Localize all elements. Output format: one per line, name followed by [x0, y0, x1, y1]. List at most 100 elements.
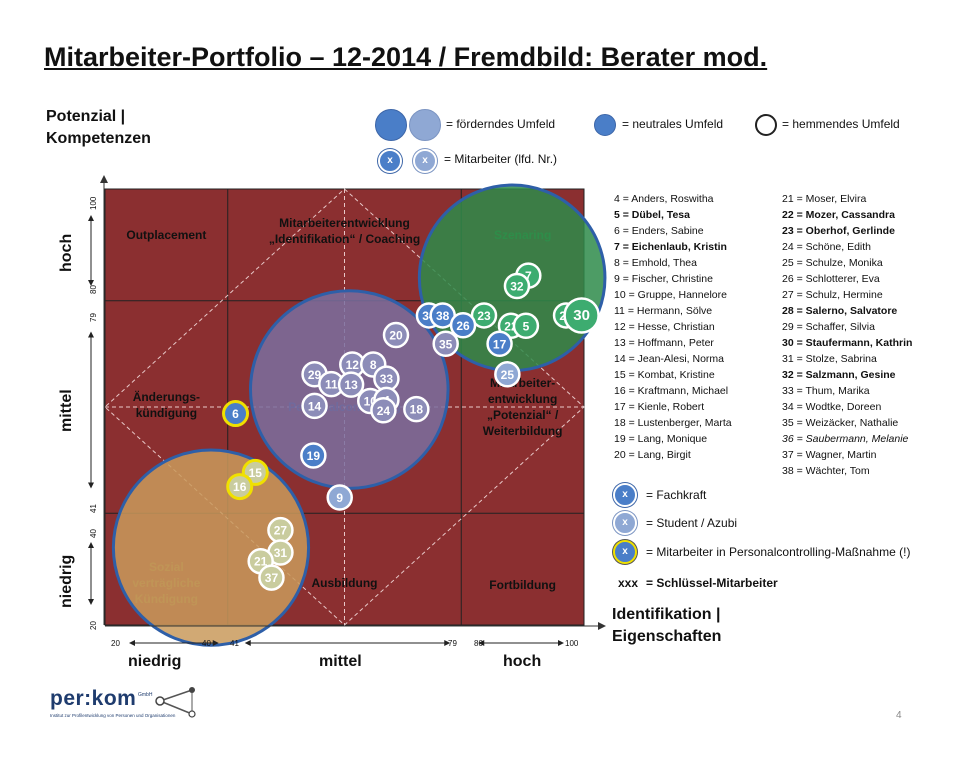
employee-point-circle [494, 361, 521, 388]
cell-label: Änderungs-kündigung [133, 389, 200, 420]
cell-label-line: Weiterbildung [483, 424, 563, 438]
employee-entry: 7 = Eichenlaub, Kristin [614, 241, 727, 253]
employee-point: 19 [300, 442, 327, 469]
employee-point: 24 [370, 397, 397, 424]
employee-point-label: 14 [308, 399, 322, 413]
employee-entry: 9 = Fischer, Christine [614, 273, 713, 285]
chart-axes [88, 175, 606, 646]
employee-entry: 34 = Wodtke, Doreen [782, 401, 882, 413]
employee-point: 25 [494, 361, 521, 388]
legend-neutrales-text: = neutrales Umfeld [622, 117, 724, 131]
logo-superscript: GmbH [138, 692, 153, 698]
employee-entry: 19 = Lang, Monique [614, 433, 708, 445]
y-band-arrow-mid-head-top [88, 331, 94, 338]
legend-bottom-massnahme-text: = Mitarbeiter in Personalcontrolling-Maß… [646, 545, 911, 559]
x-tick-41: 41 [230, 639, 239, 648]
legend-bottom-fachkraft-text: = Fachkraft [646, 488, 707, 502]
employee-point-label: 7 [525, 269, 532, 283]
employee-entry: 8 = Emhold, Thea [614, 257, 697, 269]
y-band-arrow-high-head-bottom [88, 280, 94, 286]
employee-point: 9 [326, 484, 353, 511]
y-band-arrow-low-head-bottom [88, 599, 94, 605]
employee-entry: 5 = Dübel, Tesa [614, 209, 690, 221]
legend-bottom-student-marker: x [613, 511, 637, 535]
employee-point: 29 [301, 361, 328, 388]
employee-point: 13 [337, 371, 365, 398]
page-title: Mitarbeiter-Portfolio – 12-2014 / Fremdb… [44, 42, 768, 72]
employee-point-label: 8 [370, 358, 377, 372]
employee-entry: 37 = Wagner, Martin [782, 449, 877, 461]
employee-point-label: 21 [254, 555, 268, 569]
y-band-arrow-mid-head-bottom [88, 482, 94, 489]
y-tick-100: 100 [89, 196, 98, 210]
employee-point-circle [503, 272, 531, 300]
legend-fachkraft-marker-x: x [387, 155, 393, 166]
employee-entry: 13 = Hoffmann, Peter [614, 337, 714, 349]
employee-points: 7322328302253438262035172512829331113104… [222, 262, 600, 591]
x-axis-title: Identifikation | Eigenschaften [612, 604, 752, 648]
x-tick-79: 79 [448, 639, 457, 648]
employee-point: 20 [382, 321, 410, 349]
employee-entry: 32 = Salzmann, Gesine [782, 369, 896, 381]
y-tick-41: 41 [89, 504, 98, 513]
cell-label-line: Mitarbeiterentwicklung [279, 216, 410, 230]
employee-entry: 36 = Saubermann, Melanie [782, 433, 909, 445]
employee-point-circle [300, 442, 327, 469]
employee-point-circle [226, 473, 254, 501]
employee-point-label: 15 [249, 466, 263, 480]
legend-bottom-student-text: = Student / Azubi [646, 516, 738, 530]
employee-point-label: 12 [346, 358, 360, 372]
y-level-low: niedrig [58, 554, 75, 608]
employee-point: 30 [563, 297, 600, 334]
y-axis-title: Potenzial | Kompetenzen [46, 106, 186, 150]
cell-label-line: „Potenzial“ / [487, 408, 559, 422]
employee-point-circle [563, 297, 600, 334]
employee-point-label: 35 [439, 337, 453, 351]
employee-entry: 24 = Schöne, Edith [782, 241, 872, 253]
cell-label: Ausbildung [312, 576, 378, 590]
x-level-high: hoch [503, 653, 542, 670]
legend-fachkraft-marker: x [378, 149, 402, 173]
employee-point-circle [449, 312, 477, 339]
legend-bottom-key-marker: xxx [618, 576, 639, 590]
y-tick-79: 79 [89, 313, 98, 322]
employee-point: 16 [226, 473, 254, 501]
legend-neutrales-circle [594, 114, 616, 136]
employee-point-circle [301, 392, 328, 420]
employee-list-col2: 21 = Moser, Elvira 22 = Mozer, Cassandra 2… [782, 191, 952, 479]
logo-subtitle: Institut zur Profilentwicklung von Perso… [50, 713, 176, 718]
employee-point-label: 6 [232, 407, 239, 421]
page-number: 4 [896, 710, 902, 721]
employee-point: 23 [470, 302, 498, 329]
employee-entry: 20 = Lang, Birgit [614, 449, 691, 461]
employee-point-circle [370, 397, 397, 424]
employee-entry: 11 = Hermann, Sölve [614, 305, 713, 317]
legend-foerderndes-circle-light [409, 109, 441, 141]
employee-entry: 18 = Lustenberger, Marta [614, 417, 732, 429]
employee-point: 32 [503, 272, 531, 300]
legend-student-marker-x: x [422, 155, 428, 166]
employee-point-label: 27 [274, 524, 288, 538]
cell-label: Mitarbeiterentwicklung „Identifikation“ /… [269, 216, 420, 246]
employee-point: 27 [267, 516, 294, 544]
employee-point-label: 29 [308, 368, 322, 382]
legend-student-marker: x [413, 149, 437, 173]
y-axis-title-text: Potenzial | Kompetenzen [46, 108, 151, 147]
y-axis-arrow [100, 175, 108, 183]
x-tick-80: 80 [474, 639, 483, 648]
employee-point-label: 31 [274, 546, 288, 560]
employee-entry: 25 = Schulze, Monika [782, 257, 883, 269]
employee-entry: 17 = Kienle, Robert [614, 401, 705, 413]
x-level-mid: mittel [319, 653, 362, 670]
employee-entry: 31 = Stolze, Sabrina [782, 353, 877, 365]
employee-point-circle [432, 330, 459, 358]
x-band-arrow-mid-head-left [244, 640, 251, 646]
cell-label-line: „Identifikation“ / Coaching [269, 232, 420, 246]
employee-point-label: 26 [456, 319, 470, 333]
y-band-arrow-low-head-top [88, 542, 94, 548]
employee-entry: 38 = Wächter, Tom [782, 465, 870, 477]
employee-point-circle [337, 371, 365, 398]
cell-label: Fortbildung [489, 578, 556, 592]
y-band-arrow-high-head-top [88, 215, 94, 221]
